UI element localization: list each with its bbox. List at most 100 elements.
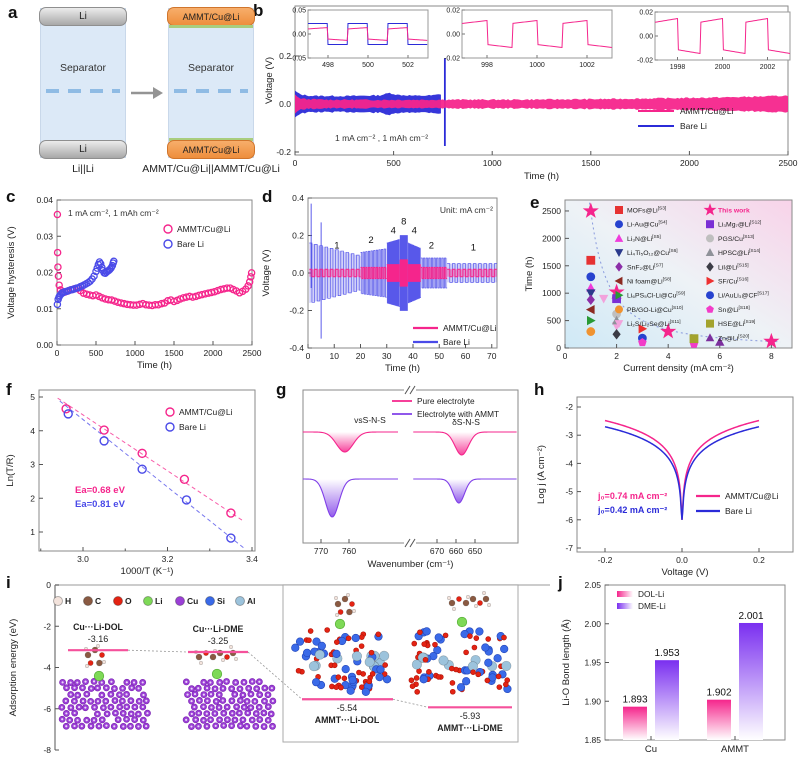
- x-axis-label: 1000/T (K⁻¹): [121, 566, 174, 577]
- legend: AMMT/Cu@Li Bare Li: [696, 491, 779, 516]
- svg-text:AMMT/Cu@Li: AMMT/Cu@Li: [177, 224, 231, 234]
- svg-text:2: 2: [30, 493, 35, 503]
- condition-annotation: 1 mA cm⁻², 1 mAh cm⁻²: [68, 208, 159, 218]
- spectrum-Electrolyte with AMMT: [302, 478, 517, 518]
- bar-Cu-DOL-Li: [623, 706, 647, 740]
- marker-diamond: [586, 294, 595, 306]
- svg-text:1.95: 1.95: [584, 658, 601, 668]
- svg-text:HSE@Li[S19]: HSE@Li[S19]: [718, 319, 755, 328]
- separator-label: Separator: [187, 62, 235, 75]
- panel-f: f 1 2 3 4 5 3.0 3.2 3.4 1000/T (K⁻¹) Ln(T/R) Ea=0.…: [0, 375, 270, 577]
- series-band: [295, 94, 788, 114]
- cu-slab: [182, 678, 277, 730]
- category-label: Cu: [645, 744, 657, 755]
- marker-tri-left: [585, 304, 595, 315]
- legend: AMMT/Cu@Li Bare Li: [165, 407, 233, 432]
- svg-text:770: 770: [314, 546, 328, 556]
- svg-text:SF/Cu[S16]: SF/Cu[S16]: [718, 277, 748, 286]
- svg-text:-0.02: -0.02: [444, 56, 460, 63]
- svg-text:1500: 1500: [542, 261, 561, 271]
- panel-j: j 1.85 1.90 1.95 2.00 2.05 Li-O Bond length (…: [555, 570, 799, 757]
- svg-text:0.00: 0.00: [292, 32, 306, 39]
- x-axis-label: Current density (mA cm⁻²): [623, 363, 734, 374]
- marker-diamond: [615, 262, 623, 272]
- svg-text:-0.4: -0.4: [289, 343, 304, 353]
- separator-dash-line: [46, 88, 120, 93]
- series-HSE@Li: [689, 334, 699, 344]
- svg-text:-6: -6: [565, 515, 573, 525]
- legend: AMMT/Cu@Li Bare Li: [163, 224, 231, 249]
- panel-h: h -2 -3 -4 -5 -6 -7 -0.2 0.0 0.2 Voltage (V) Log j…: [530, 375, 799, 578]
- plot-background: [565, 200, 792, 348]
- ammt-electrode-top: AMMT/Cu@Li: [167, 7, 255, 26]
- bar-value-label: 2.001: [738, 611, 763, 622]
- svg-text:0.02: 0.02: [36, 268, 53, 278]
- svg-text:502: 502: [402, 62, 414, 69]
- panel-b: b 0.2 0.0 -0.2 0 500 1000 1500 2000 2500 Time (h)…: [250, 0, 799, 185]
- y-axis-label: Log j (A cm⁻²): [536, 445, 547, 504]
- series-Li₄Ti₅O₁₂@Cu: [586, 289, 596, 299]
- svg-text:-0.02: -0.02: [637, 58, 653, 65]
- panel-j-canvas: 1.85 1.90 1.95 2.00 2.05 Li-O Bond length (Å)…: [561, 580, 786, 755]
- panel-i-label: i: [6, 573, 11, 592]
- svg-text:1.90: 1.90: [584, 696, 601, 706]
- level-value: -3.16: [88, 634, 109, 644]
- marker-diamond: [612, 329, 621, 340]
- x-axis-label: Voltage (V): [662, 567, 709, 578]
- svg-text:AMMT/Cu@Li: AMMT/Cu@Li: [179, 407, 233, 417]
- svg-text:AMMT/Cu@Li: AMMT/Cu@Li: [680, 106, 734, 116]
- cell-bare-li: Li Separator Li: [39, 7, 127, 159]
- level-name: Cu···Li-DME: [193, 624, 244, 634]
- y-axis-label: Li-O Bond length (Å): [561, 619, 572, 706]
- panel-g: g 770 760 670 660 650 Wavenumber (cm⁻¹) vsS-N-…: [270, 375, 530, 570]
- panel-e-canvas: 0 500 1000 1500 2000 2500 0 2 4 6 8 Current density…: [524, 199, 793, 374]
- marker-tri-right: [587, 315, 596, 326]
- svg-text:Cu: Cu: [187, 596, 198, 606]
- svg-text:Li-Au@Cu[S4]: Li-Au@Cu[S4]: [627, 220, 667, 229]
- series-Bare Li: [59, 400, 244, 549]
- y-axis-label: Ln(T/R): [5, 454, 16, 486]
- li-electrode-bottom: Li: [39, 140, 127, 159]
- svg-text:Zn@Li[S20]: Zn@Li[S20]: [718, 333, 749, 342]
- svg-text:-6: -6: [43, 704, 51, 714]
- energy-levels: [68, 649, 512, 709]
- svg-text:500: 500: [362, 62, 374, 69]
- ammt-cluster: [291, 627, 392, 696]
- rate-label: 8: [401, 216, 406, 227]
- svg-text:0: 0: [55, 348, 60, 358]
- svg-text:HPSC@Li[S14]: HPSC@Li[S14]: [718, 248, 760, 257]
- svg-text:AMMT/Cu@Li: AMMT/Cu@Li: [725, 491, 779, 501]
- marker-tri-up: [614, 233, 624, 242]
- marker-circle: [705, 234, 714, 243]
- legend: DOL-Li DME-Li: [617, 589, 666, 611]
- svg-text:MOFs@Li[S3]: MOFs@Li[S3]: [627, 206, 666, 215]
- svg-text:This work: This work: [718, 208, 750, 215]
- panel-h-canvas: -2 -3 -4 -5 -6 -7 -0.2 0.0 0.2 Voltage (V) Log j (…: [536, 396, 794, 578]
- level-value: -5.93: [460, 711, 481, 721]
- panel-g-label: g: [276, 380, 287, 399]
- series-LiI@Li: [612, 329, 621, 340]
- inset-3: 0.02 0.00 -0.02 1998 2000 2002: [637, 10, 791, 71]
- svg-text:1500: 1500: [581, 158, 600, 168]
- marker-circle: [615, 305, 624, 314]
- svg-text:10: 10: [330, 351, 340, 361]
- svg-text:8: 8: [769, 351, 774, 361]
- svg-text:0.2: 0.2: [292, 231, 304, 241]
- svg-text:650: 650: [468, 546, 482, 556]
- separator-dash-line: [174, 88, 248, 93]
- series-AMMT/Cu@Li: [57, 397, 244, 522]
- svg-text:Bare Li: Bare Li: [725, 506, 752, 516]
- svg-text:2000: 2000: [542, 233, 561, 243]
- bar-AMMT-DME-Li: [739, 622, 763, 740]
- level-name: AMMT···Li-DOL: [315, 715, 380, 725]
- svg-text:0.04: 0.04: [36, 195, 53, 205]
- svg-text:-5: -5: [565, 487, 573, 497]
- marker-star: [660, 323, 677, 339]
- svg-text:LiI@Li[S15]: LiI@Li[S15]: [718, 262, 749, 271]
- plot-frame: [576, 396, 794, 553]
- legend: AMMT/Cu@Li Bare Li: [413, 323, 497, 347]
- series-SF/Cu: [638, 324, 648, 334]
- svg-text:998: 998: [481, 62, 493, 69]
- svg-text:0.0: 0.0: [279, 99, 291, 109]
- svg-text:Li₆PS₅Cl-Li@Cu[S9]: Li₆PS₅Cl-Li@Cu[S9]: [627, 291, 685, 300]
